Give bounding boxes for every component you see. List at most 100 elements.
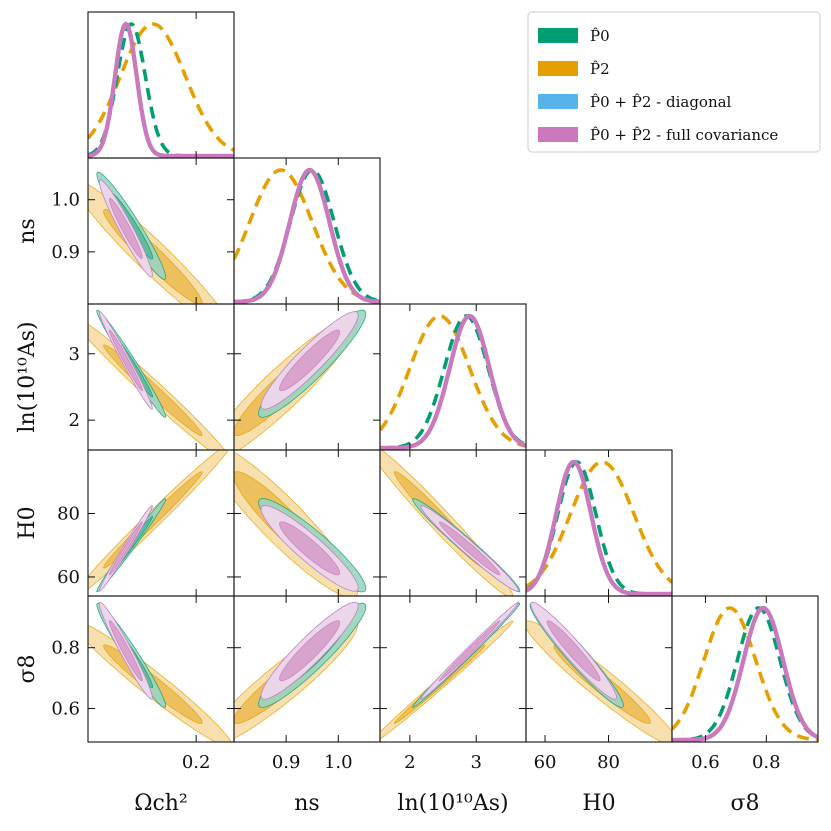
panel-content <box>88 601 232 742</box>
legend-swatch-p-0-p-2-diagonal <box>538 94 578 109</box>
y-tick-label-lnAs: 3 <box>69 344 80 365</box>
panel-lnAs-lnAs <box>379 303 527 451</box>
panel-content <box>88 450 229 593</box>
panel-sigma8-sigma8 <box>671 595 819 743</box>
marginal-p-0-ns <box>234 168 380 304</box>
panel-ns-omch2 <box>87 157 235 305</box>
x-tick-label-omch2: 0.2 <box>182 752 211 773</box>
x-tick-label-ns: 0.9 <box>272 752 301 773</box>
marginal-p-2-omch2 <box>88 22 234 152</box>
legend-label-p-2: P̂2 <box>590 60 610 78</box>
x-tick-label-lnAs: 3 <box>471 752 482 773</box>
x-axis-label-omch2: Ωch² <box>134 791 188 816</box>
contour-p-0-p-2-full-covariance-ns-omch2-68 <box>109 197 143 259</box>
marginal-p-0-lnAs <box>380 314 526 450</box>
panel-content <box>234 601 367 740</box>
panel-content <box>88 171 218 304</box>
x-tick-label-H0: 80 <box>597 752 620 773</box>
contour-p-0-p-2-full-covariance-sigma8-lnAs-68 <box>438 620 501 682</box>
panel-sigma8-ns <box>233 595 381 743</box>
panel-content <box>88 309 226 450</box>
legend-swatch-p-0-p-2-full-covariance <box>538 127 578 142</box>
panel-content <box>672 605 818 742</box>
panel-content <box>380 450 521 596</box>
marginal-p-0-p-2-full-covariance-omch2 <box>88 21 234 158</box>
y-axis-label-sigma8: σ8 <box>15 654 40 683</box>
x-tick-label-H0: 60 <box>534 752 557 773</box>
panel-lnAs-omch2 <box>87 303 235 451</box>
panel-frame <box>233 157 381 305</box>
legend-swatch-p-2 <box>538 61 578 76</box>
panel-content <box>234 451 367 596</box>
panel-H0-lnAs <box>379 449 527 597</box>
marginal-p-2-lnAs <box>380 314 526 448</box>
marginal-p-0-p-2-full-covariance-ns <box>234 167 380 304</box>
x-tick-label-sigma8: 0.8 <box>752 752 781 773</box>
panel-frame <box>671 595 819 743</box>
y-axis-label-H0: H0 <box>15 506 40 539</box>
panel-lnAs-ns <box>233 303 381 451</box>
marginal-p-0-p-2-diagonal-ns <box>234 167 380 304</box>
marginal-p-2-sigma8 <box>672 606 818 742</box>
legend-label-p-0-p-2-diagonal: P̂0 + P̂2 - diagonal <box>590 93 732 111</box>
panel-omch2-omch2 <box>87 11 235 159</box>
panel-content <box>380 601 521 740</box>
y-tick-label-lnAs: 2 <box>69 410 80 431</box>
panel-content <box>234 309 367 450</box>
contour-p-0-p-2-full-covariance-H0-omch2-68 <box>108 521 143 576</box>
contour-p-0-p-2-full-covariance-lnAs-ns-68 <box>279 329 341 392</box>
x-axis-label-ns: ns <box>294 791 319 816</box>
x-tick-label-lnAs: 2 <box>404 752 415 773</box>
y-tick-label-H0: 60 <box>57 567 80 588</box>
panel-sigma8-H0 <box>525 595 673 743</box>
panel-H0-H0 <box>525 449 673 597</box>
legend-label-p-0-p-2-full-covariance: P̂0 + P̂2 - full covariance <box>590 126 778 144</box>
x-tick-label-sigma8: 0.6 <box>691 752 720 773</box>
panel-H0-omch2 <box>87 449 235 597</box>
marginal-p-0-omch2 <box>88 22 234 158</box>
marginal-p-0-p-2-full-covariance-sigma8 <box>672 605 818 742</box>
y-axis-label-lnAs: ln(10¹⁰As) <box>15 321 40 432</box>
y-tick-label-H0: 80 <box>57 503 80 524</box>
panel-content <box>380 313 526 450</box>
marginal-p-0-p-2-diagonal-lnAs <box>380 313 526 450</box>
marginal-p-0-p-2-diagonal-omch2 <box>88 21 234 158</box>
marginal-p-0-p-2-full-covariance-lnAs <box>380 313 526 450</box>
x-tick-label-ns: 1.0 <box>324 752 353 773</box>
marginal-p-0-H0 <box>526 460 672 596</box>
panel-content <box>234 167 380 304</box>
panel-frame <box>87 11 235 159</box>
contour-p-0-p-2-full-covariance-sigma8-ns-68 <box>279 620 341 682</box>
legend-box <box>527 11 821 153</box>
panel-frame <box>379 303 527 451</box>
x-axis-label-lnAs: ln(10¹⁰As) <box>397 791 508 816</box>
legend: P̂0 P̂2 P̂0 + P̂2 - diagonal P̂0 + P̂2 - fu… <box>527 11 821 153</box>
panel-content <box>88 21 234 158</box>
marginal-p-2-H0 <box>526 460 672 589</box>
panel-H0-ns <box>233 449 381 597</box>
panel-content <box>526 459 672 596</box>
panel-sigma8-omch2 <box>87 595 235 743</box>
contour-p-0-p-2-full-covariance-sigma8-omch2-68 <box>109 620 143 682</box>
y-axis-label-ns: ns <box>15 218 40 243</box>
y-tick-label-ns: 1.0 <box>51 190 80 211</box>
contour-p-0-p-2-full-covariance-lnAs-omch2-68 <box>109 329 143 392</box>
contour-p-0-p-2-full-covariance-sigma8-H0-68 <box>546 620 601 682</box>
y-tick-label-sigma8: 0.6 <box>51 699 80 720</box>
panel-frame <box>525 449 673 597</box>
contour-p-0-p-2-full-covariance-H0-lnAs-68 <box>438 521 501 576</box>
legend-swatch-p-0 <box>538 28 578 43</box>
marginal-p-2-ns <box>234 168 380 303</box>
x-axis-label-sigma8: σ8 <box>730 791 759 816</box>
y-tick-label-ns: 0.9 <box>51 242 80 263</box>
x-axis-label-H0: H0 <box>582 791 615 816</box>
panel-sigma8-lnAs <box>379 595 527 743</box>
panel-content <box>526 601 672 742</box>
contour-p-0-p-2-full-covariance-H0-ns-68 <box>279 521 341 576</box>
legend-label-p-0: P̂0 <box>590 27 610 45</box>
marginal-p-0-p-2-full-covariance-H0 <box>526 459 672 596</box>
y-tick-label-sigma8: 0.8 <box>51 638 80 659</box>
panel-ns-ns <box>233 157 381 305</box>
